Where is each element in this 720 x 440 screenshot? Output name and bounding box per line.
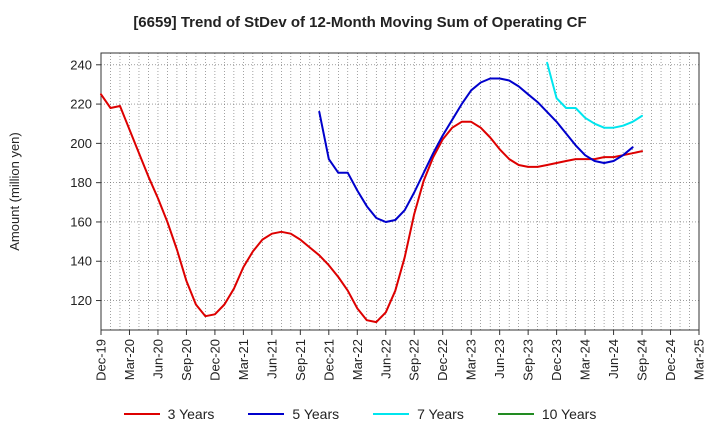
- x-tick-label: Dec-20: [207, 339, 222, 381]
- plot-area: [100, 52, 700, 331]
- legend-swatch-10-years: [497, 413, 534, 415]
- x-tick-label: Dec-22: [435, 339, 450, 381]
- x-tick-label: Mar-23: [464, 339, 479, 380]
- legend-label-5-years: 5 Years: [292, 406, 340, 422]
- chart-title: [6659] Trend of StDev of 12-Month Moving…: [133, 14, 587, 31]
- legend-swatch-5-years: [248, 413, 285, 415]
- y-axis-label: Amount (million yen): [7, 132, 22, 251]
- x-tick-label: Jun-22: [378, 339, 393, 379]
- legend-label-3-years: 3 Years: [167, 406, 215, 422]
- legend-item-7-years: 7 Years: [373, 406, 464, 422]
- series-line-3-years: [100, 93, 643, 324]
- legend-swatch-3-years: [123, 413, 160, 415]
- legend-swatch-7-years: [373, 413, 410, 415]
- legend: 3 Years 5 Years 7 Years 10 Years: [0, 406, 720, 422]
- x-tick-label: Sep-20: [179, 339, 194, 381]
- y-tick-label: 160: [70, 214, 92, 229]
- x-tick-label: Sep-23: [521, 339, 536, 381]
- x-tick-label: Sep-22: [407, 339, 422, 381]
- x-tick-label: Mar-25: [692, 339, 707, 380]
- legend-label-10-years: 10 Years: [541, 406, 597, 422]
- y-tick-label: 140: [70, 254, 92, 269]
- x-tick-label: Jun-24: [606, 339, 621, 379]
- legend-item-10-years: 10 Years: [497, 406, 597, 422]
- y-tick-label: 240: [70, 57, 92, 72]
- x-tick-label: Jun-23: [492, 339, 507, 379]
- x-tick-label: Sep-21: [293, 339, 308, 381]
- y-tick-label: 120: [70, 293, 92, 308]
- x-tick-label: Mar-24: [578, 339, 593, 380]
- x-tick-label: Dec-23: [549, 339, 564, 381]
- y-tick-label: 200: [70, 136, 92, 151]
- x-tick-label: Dec-24: [663, 339, 678, 381]
- x-tick-label: Mar-21: [236, 339, 251, 380]
- x-tick-label: Jun-21: [264, 339, 279, 379]
- x-tick-label: Sep-24: [635, 339, 650, 381]
- x-tick-label: Jun-20: [150, 339, 165, 379]
- x-tick-label: Mar-20: [122, 339, 137, 380]
- x-tick-label: Dec-21: [321, 339, 336, 381]
- y-tick-label: 220: [70, 97, 92, 112]
- series-line-7-years: [546, 61, 643, 129]
- legend-label-7-years: 7 Years: [417, 406, 464, 422]
- y-tick-label: 180: [70, 175, 92, 190]
- x-tick-label: Mar-22: [350, 339, 365, 380]
- legend-item-5-years: 5 Years: [248, 406, 339, 422]
- legend-item-3-years: 3 Years: [123, 406, 215, 422]
- x-tick-label: Dec-19: [94, 339, 109, 381]
- series-line-5-years: [318, 77, 634, 223]
